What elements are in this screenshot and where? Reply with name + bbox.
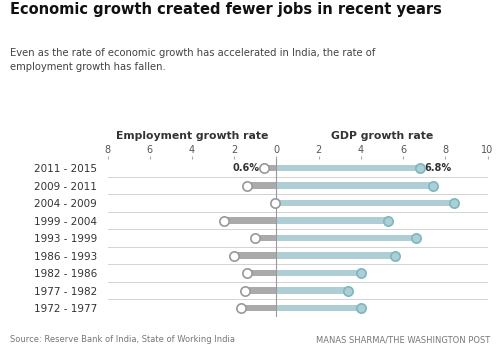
Point bbox=[252, 235, 260, 241]
Point bbox=[220, 218, 228, 223]
Point bbox=[236, 305, 244, 311]
Bar bbox=[276, 305, 361, 311]
Bar bbox=[276, 235, 415, 241]
Point bbox=[357, 270, 365, 276]
Point bbox=[344, 288, 352, 294]
Point bbox=[384, 218, 392, 223]
Text: Source: Reserve Bank of India, State of Working India: Source: Reserve Bank of India, State of … bbox=[10, 335, 235, 344]
Text: Employment growth rate: Employment growth rate bbox=[116, 131, 268, 141]
Point bbox=[450, 200, 458, 206]
Bar bbox=[276, 252, 394, 259]
Point bbox=[390, 253, 398, 258]
Bar bbox=[240, 305, 276, 311]
Bar bbox=[276, 287, 348, 294]
Text: GDP growth rate: GDP growth rate bbox=[331, 131, 433, 141]
Point bbox=[240, 288, 248, 294]
Bar bbox=[234, 252, 276, 259]
Point bbox=[357, 305, 365, 311]
Bar bbox=[276, 182, 432, 189]
Bar bbox=[276, 217, 388, 224]
Bar bbox=[224, 217, 276, 224]
Text: Even as the rate of economic growth has accelerated in India, the rate of
employ: Even as the rate of economic growth has … bbox=[10, 48, 376, 72]
Bar bbox=[276, 200, 454, 207]
Point bbox=[272, 200, 280, 206]
Text: 0.6%: 0.6% bbox=[232, 163, 260, 173]
Point bbox=[243, 183, 251, 188]
Point bbox=[243, 270, 251, 276]
Text: MANAS SHARMA/THE WASHINGTON POST: MANAS SHARMA/THE WASHINGTON POST bbox=[316, 335, 490, 344]
Bar bbox=[244, 287, 276, 294]
Point bbox=[416, 165, 424, 171]
Text: Economic growth created fewer jobs in recent years: Economic growth created fewer jobs in re… bbox=[10, 2, 442, 17]
Bar bbox=[256, 235, 276, 241]
Text: 6.8%: 6.8% bbox=[424, 163, 452, 173]
Point bbox=[230, 253, 238, 258]
Point bbox=[412, 235, 420, 241]
Point bbox=[260, 165, 268, 171]
Bar bbox=[276, 165, 420, 171]
Bar bbox=[247, 182, 276, 189]
Bar bbox=[264, 165, 276, 171]
Bar bbox=[276, 270, 361, 276]
Point bbox=[428, 183, 436, 188]
Bar bbox=[247, 270, 276, 276]
